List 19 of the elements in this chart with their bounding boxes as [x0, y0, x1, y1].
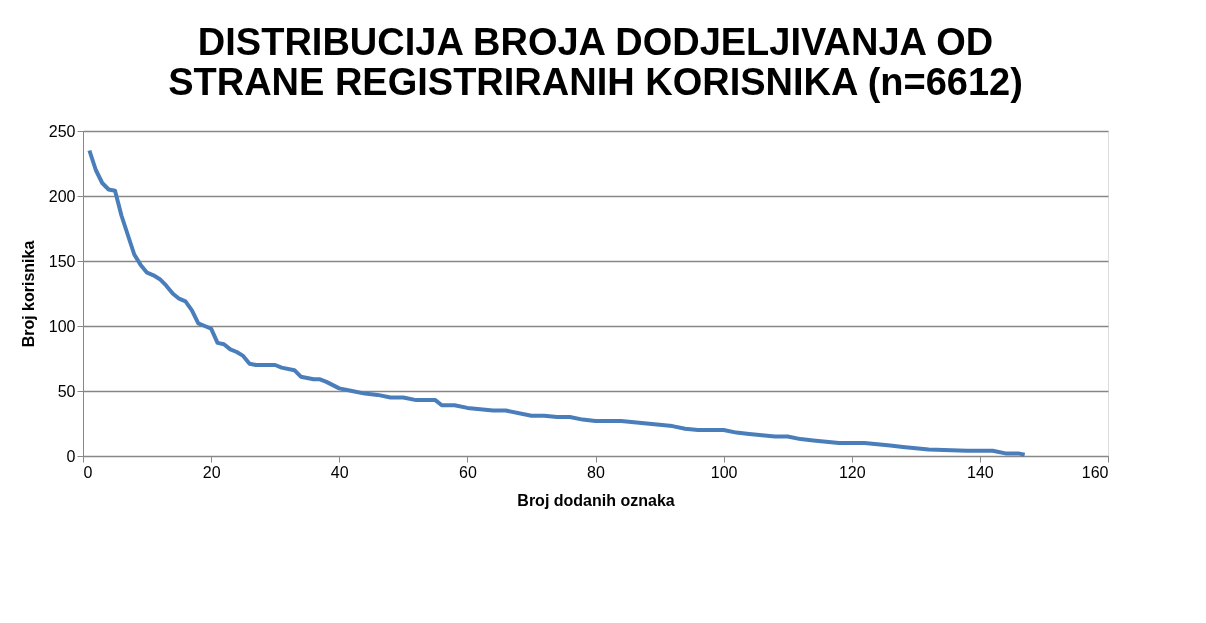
chart-title: DISTRIBUCIJA BROJA DODJELJIVANJA OD STRANE REGISTRIRANIH KORISNIKA (n=6612): [168, 21, 1023, 103]
x-tick-label: 20: [202, 463, 221, 481]
x-tick-label: 160: [1081, 463, 1109, 481]
y-tick-label: 200: [48, 187, 76, 205]
x-tick-label: 100: [710, 463, 738, 481]
y-tick-label: 250: [48, 122, 76, 140]
x-tick-label: 80: [587, 463, 605, 481]
y-tick-label: 50: [57, 382, 76, 400]
y-tick-label: 150: [48, 252, 76, 270]
y-tick-label: 0: [66, 447, 76, 465]
line-series: [87, 148, 1027, 457]
x-tick-label: 0: [83, 463, 93, 481]
x-tick-label: 120: [838, 463, 866, 481]
y-tick-label: 100: [48, 317, 76, 335]
y-axis-title: Broj korisnika: [19, 240, 37, 348]
x-axis-title: Broj dodanih oznaka: [517, 491, 675, 509]
x-tick-label: 140: [967, 463, 994, 481]
x-tick-label: 60: [458, 463, 477, 481]
x-tick-label: 40: [330, 463, 349, 481]
